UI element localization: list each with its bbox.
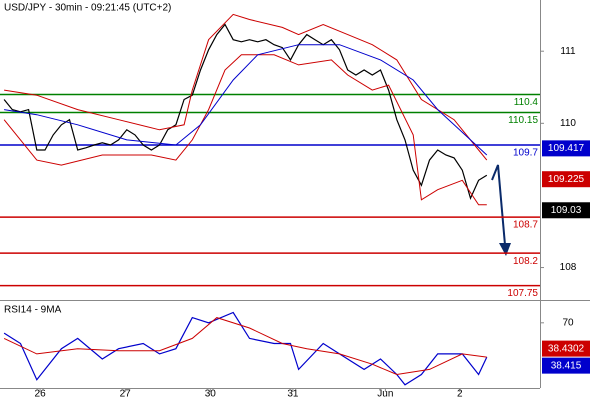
level-label: 108.2 (513, 256, 538, 267)
chart-title: USD/JPY - 30min - 09:21:45 (UTC+2) (4, 3, 171, 14)
price-tag (542, 171, 590, 188)
price-tag-label: 109.417 (548, 143, 585, 154)
price-tag (542, 202, 590, 219)
price-tag-label: 38.415 (551, 360, 582, 371)
series-line (4, 44, 488, 156)
y-tick-label: 108 (560, 262, 577, 273)
x-tick-label: Jun (377, 389, 393, 400)
price-tag-label: 38.4302 (548, 343, 585, 354)
price-tag (542, 140, 590, 157)
level-label: 109.7 (513, 148, 538, 159)
level-label: 110.15 (508, 115, 538, 126)
series-line (3, 23, 488, 201)
y-tick-label: 110 (560, 118, 576, 129)
series-line (3, 54, 487, 206)
series-line (3, 311, 488, 386)
price-tag-label: 109.03 (551, 205, 582, 216)
x-tick-label: 31 (287, 389, 299, 400)
price-tag (542, 357, 590, 374)
level-label: 108.7 (513, 220, 538, 231)
series-line (3, 317, 487, 376)
rsi-title: RSI14 - 9MA (4, 305, 62, 316)
level-label: 107.75 (507, 288, 538, 299)
y-tick-label: 111 (560, 46, 576, 57)
forecast-arrow (491, 164, 511, 256)
price-tag-label: 109.225 (548, 174, 585, 185)
x-tick-label: 27 (120, 389, 132, 400)
price-tag (542, 340, 590, 357)
level-label: 110.4 (514, 97, 539, 108)
x-tick-label: 26 (35, 389, 47, 400)
x-tick-label: 30 (205, 389, 217, 400)
y-tick-label: 70 (562, 317, 574, 328)
x-tick-label: 2 (457, 389, 463, 400)
series-line (4, 13, 488, 161)
